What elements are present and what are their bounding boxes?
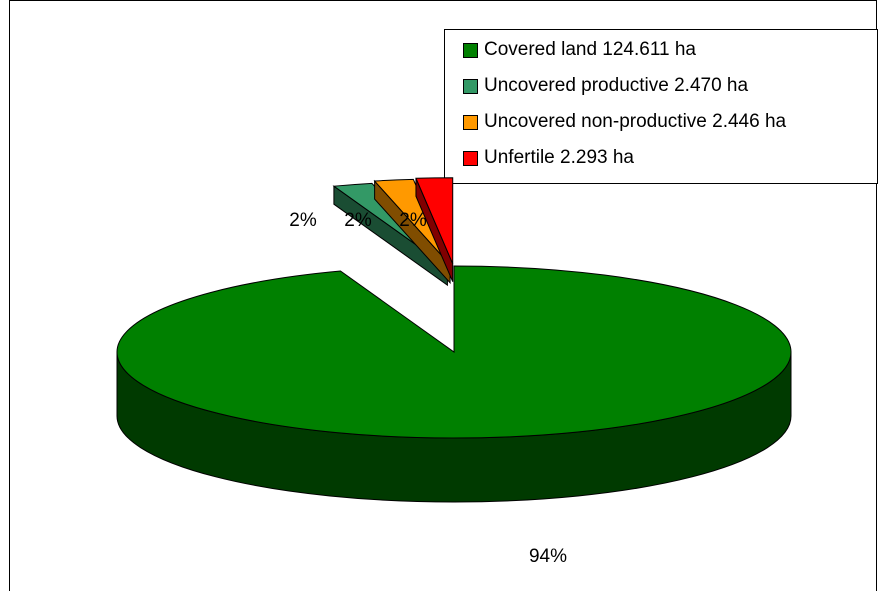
legend-item-covered-land: Covered land 124.611 ha	[463, 38, 696, 62]
legend-label: Unfertile 2.293 ha	[484, 147, 634, 168]
legend-swatch	[463, 78, 478, 94]
legend-item-uncovered-non-productive: Uncovered non-productive 2.446 ha	[463, 110, 786, 134]
legend-swatch	[463, 150, 478, 166]
legend: Covered land 124.611 ha Uncovered produc…	[444, 29, 878, 184]
pie-slice	[116, 265, 792, 439]
legend-label: Covered land 124.611 ha	[484, 39, 696, 60]
legend-swatch	[463, 42, 478, 58]
slice-percent-label: 2%	[289, 210, 317, 231]
pie-slice	[415, 177, 454, 264]
slice-percent-label: 2%	[399, 210, 427, 231]
legend-label: Uncovered productive 2.470 ha	[484, 75, 749, 96]
legend-label: Uncovered non-productive 2.446 ha	[484, 111, 787, 132]
slice-percent-label: 2%	[344, 210, 372, 231]
legend-item-uncovered-productive: Uncovered productive 2.470 ha	[463, 74, 748, 98]
legend-item-unfertile: Unfertile 2.293 ha	[463, 146, 634, 170]
slice-percent-label: 94%	[529, 546, 567, 567]
legend-swatch	[463, 114, 478, 130]
pie-slice	[373, 178, 451, 266]
